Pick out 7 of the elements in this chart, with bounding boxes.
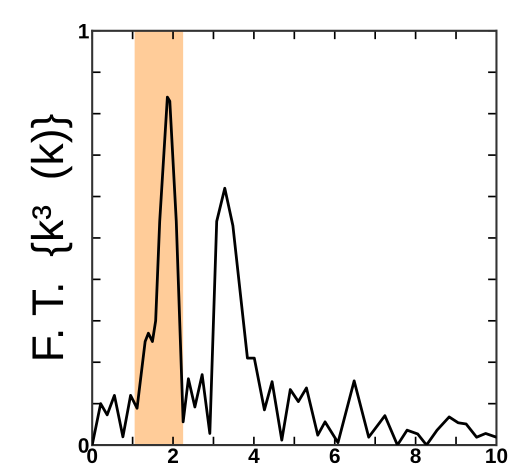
x-tick-label: 6 [330,448,340,464]
x-tick-label: 4 [248,448,260,463]
y-tick-label: 1 [79,24,89,38]
x-tick-label: 8 [410,448,421,464]
x-tick-label: 10 [486,448,508,464]
y-axis-title: F. T. {k³ (k)} [30,114,72,359]
x-tick-label: 2 [168,448,178,463]
